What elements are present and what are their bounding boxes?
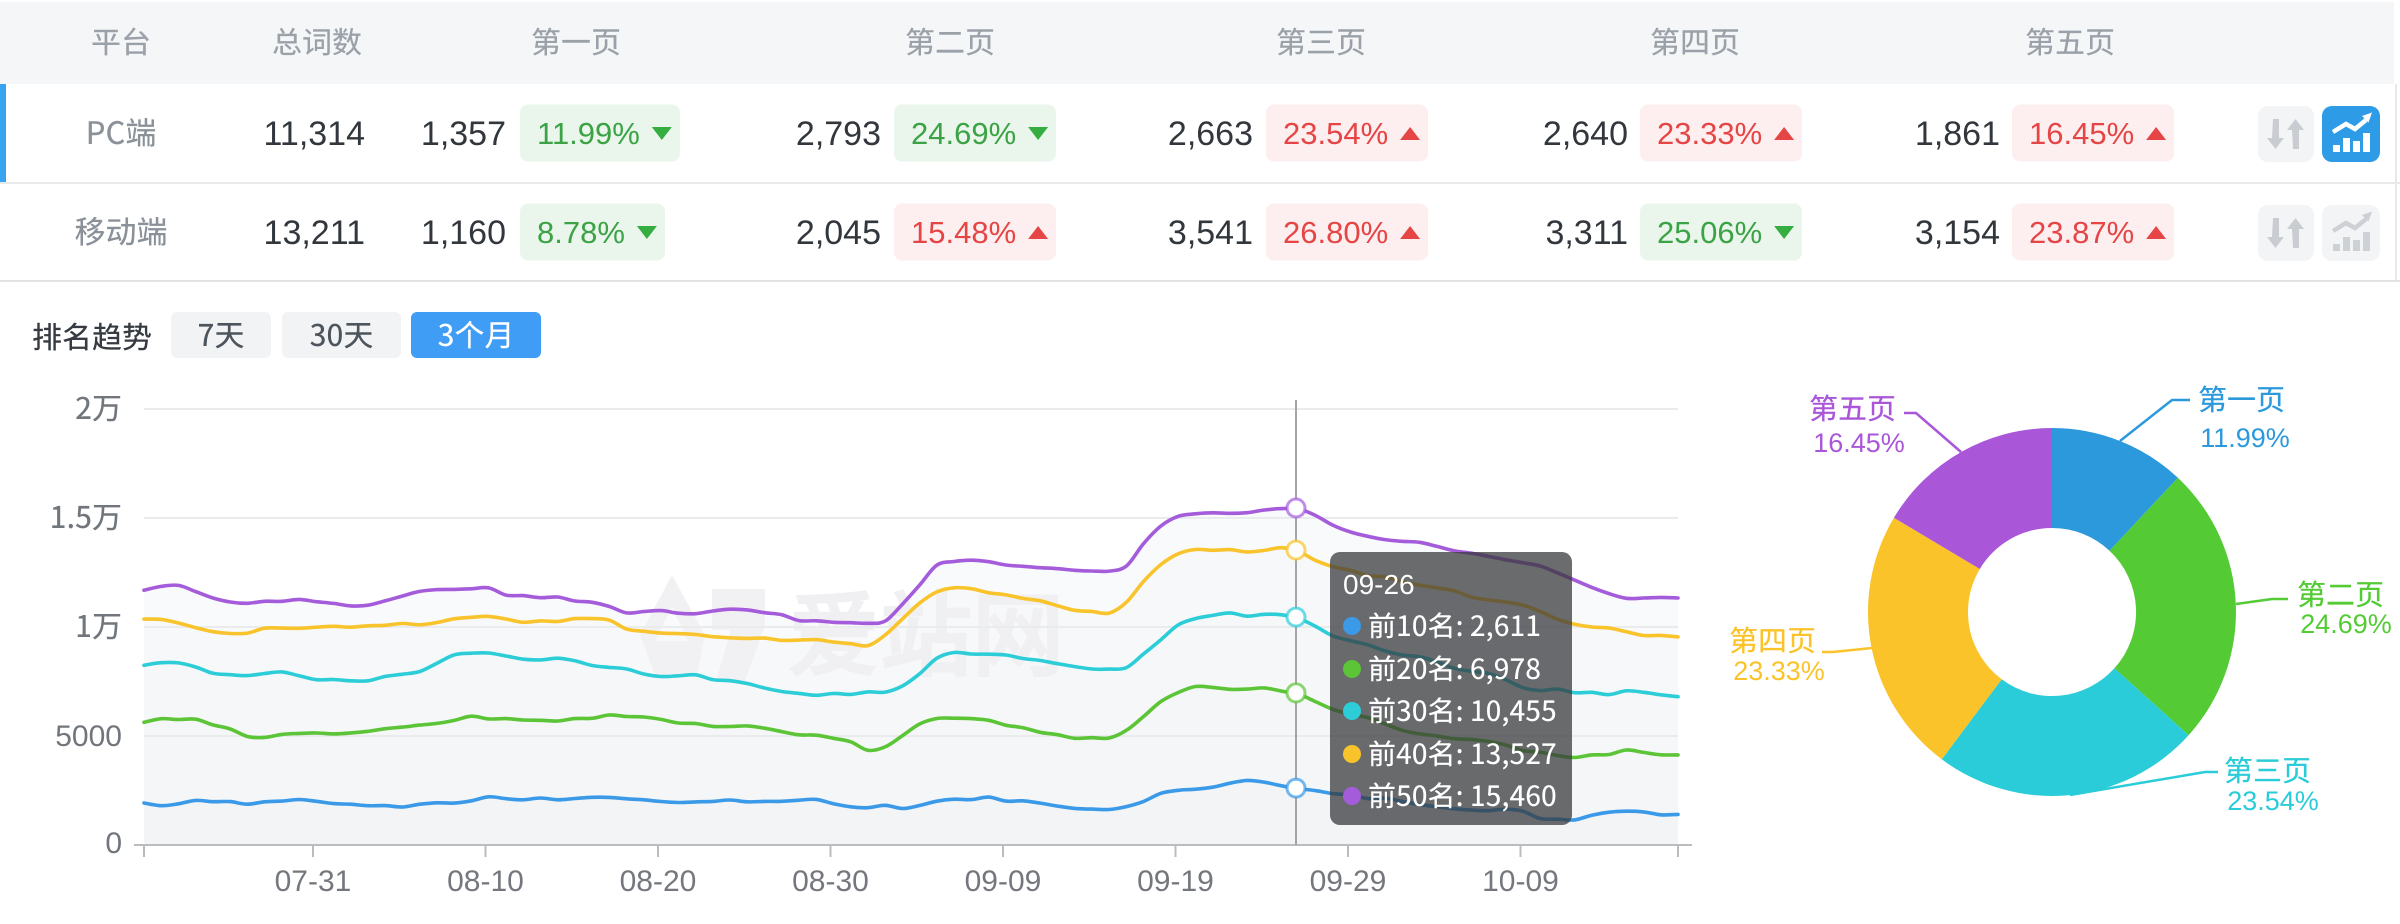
svg-text:09-26: 09-26 (1343, 569, 1415, 600)
svg-text:3,154: 3,154 (1915, 214, 2000, 252)
svg-text:23.33%: 23.33% (1733, 656, 1825, 686)
svg-text:11.99%: 11.99% (2200, 423, 2290, 453)
svg-text:23.87%: 23.87% (2029, 215, 2134, 250)
svg-text:5000: 5000 (55, 720, 122, 753)
svg-text:1,160: 1,160 (421, 214, 506, 252)
svg-text:08-20: 08-20 (620, 865, 697, 898)
svg-text:2,640: 2,640 (1543, 115, 1628, 153)
svg-text:2,045: 2,045 (796, 214, 881, 252)
svg-text:09-19: 09-19 (1137, 865, 1214, 898)
svg-text:3,541: 3,541 (1168, 214, 1253, 252)
svg-text:11.99%: 11.99% (537, 116, 640, 151)
svg-text:16.45%: 16.45% (2029, 116, 2134, 151)
svg-text:10-09: 10-09 (1482, 865, 1559, 898)
svg-text:3,311: 3,311 (1545, 214, 1628, 252)
svg-text:25.06%: 25.06% (1657, 215, 1762, 250)
svg-text:8.78%: 8.78% (537, 215, 625, 250)
svg-text:11,314: 11,314 (264, 115, 365, 153)
svg-text:15.48%: 15.48% (911, 215, 1016, 250)
svg-text:0: 0 (105, 827, 122, 860)
svg-text:26.80%: 26.80% (1283, 215, 1388, 250)
svg-text:09-29: 09-29 (1310, 865, 1387, 898)
svg-text:2,793: 2,793 (796, 115, 881, 153)
svg-text:23.33%: 23.33% (1657, 116, 1762, 151)
svg-text:09-09: 09-09 (965, 865, 1042, 898)
svg-text:1,357: 1,357 (421, 115, 506, 153)
svg-text:1,861: 1,861 (1915, 115, 2000, 153)
svg-text:16.45%: 16.45% (1813, 428, 1905, 458)
svg-text:07-31: 07-31 (275, 865, 352, 898)
svg-text:2,663: 2,663 (1168, 115, 1253, 153)
svg-text:24.69%: 24.69% (911, 116, 1016, 151)
svg-text:24.69%: 24.69% (2300, 609, 2392, 639)
svg-text:08-30: 08-30 (792, 865, 869, 898)
svg-text:08-10: 08-10 (447, 865, 524, 898)
svg-text:23.54%: 23.54% (1283, 116, 1388, 151)
svg-text:23.54%: 23.54% (2227, 786, 2319, 816)
svg-text:13,211: 13,211 (264, 214, 365, 252)
